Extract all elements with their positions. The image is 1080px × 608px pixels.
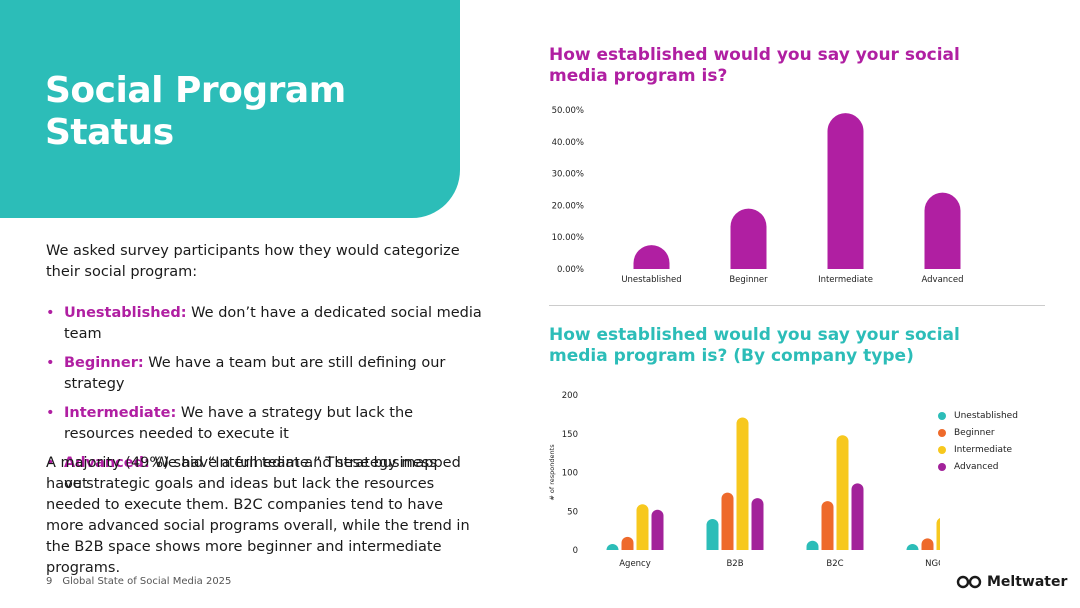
bar — [851, 483, 864, 550]
legend-swatch — [938, 445, 946, 454]
legend-item: Advanced — [938, 458, 1018, 475]
chart2-title: How established would you say your socia… — [549, 325, 960, 366]
x-tick-label: B2C — [826, 559, 843, 569]
legend-label: Intermediate — [954, 444, 1013, 455]
level-description: We have a team but are still defining ou… — [64, 355, 446, 392]
legend-label: Unestablished — [954, 410, 1018, 421]
level-label: Unestablished: — [64, 305, 187, 321]
summary-text: A majority (49%) said “Intermediate.” Th… — [46, 455, 470, 576]
bar — [736, 417, 749, 550]
chart2-by-company-type: # of respondents 0 50 100 150 200 Agency B2B B2C… — [548, 391, 940, 569]
footer-text: Global State of Social Media 2025 — [62, 576, 232, 587]
list-item: Unestablished: We don’t have a dedicated… — [46, 303, 486, 345]
bar — [836, 435, 849, 550]
bar — [936, 518, 940, 550]
legend-swatch — [938, 411, 946, 420]
legend-label: Advanced — [954, 461, 999, 472]
list-item: Intermediate: We have a strategy but lac… — [46, 403, 486, 445]
y-tick-label: 150 — [562, 430, 578, 440]
bar — [821, 501, 834, 550]
x-tick-label: B2B — [726, 559, 743, 569]
brand-name: Meltwater — [987, 574, 1068, 590]
x-tick-label: Beginner — [729, 275, 768, 285]
bar — [806, 540, 819, 550]
page-title: Social Program Status — [45, 70, 346, 153]
y-tick-label: 40.00% — [552, 138, 584, 148]
y-tick-label: 0.00% — [557, 265, 584, 275]
y-tick-label: 10.00% — [552, 233, 584, 243]
bar — [906, 544, 919, 550]
x-tick-label: Agency — [619, 559, 651, 569]
y-tick-label: 200 — [562, 391, 578, 401]
bar — [751, 498, 764, 550]
list-item: Beginner: We have a team but are still d… — [46, 353, 486, 395]
chart1-overall-status: 0.00% 10.00% 20.00% 30.00% 40.00% 50.00% Unest… — [552, 106, 964, 285]
bar — [730, 208, 767, 269]
level-description: We don’t have a dedicated social media t… — [64, 305, 482, 342]
legend-swatch — [938, 462, 946, 471]
list-item: Advanced: We have a full team and strate… — [46, 453, 486, 495]
level-label: Intermediate: — [64, 405, 177, 421]
y-tick-label: 50 — [567, 507, 578, 517]
legend-item: Unestablished — [938, 407, 1018, 424]
y-axis-title: # of respondents — [548, 444, 556, 501]
legend-swatch — [938, 428, 946, 437]
chart1-title: How established would you say your socia… — [549, 45, 960, 86]
level-definitions: Unestablished: We don’t have a dedicated… — [46, 303, 486, 503]
title-banner: Social Program Status — [0, 0, 460, 218]
legend-label: Beginner — [954, 427, 995, 438]
y-tick-label: 20.00% — [552, 201, 584, 211]
bar — [706, 519, 719, 550]
x-tick-label: Intermediate — [818, 275, 873, 285]
page-number: 9 — [46, 576, 53, 587]
brand-logo: Meltwater — [956, 574, 1067, 590]
legend-item: Beginner — [938, 424, 1018, 441]
level-description: We have a strategy but lack the resource… — [64, 405, 414, 442]
y-tick-label: 30.00% — [552, 170, 584, 180]
y-tick-label: 0 — [573, 546, 578, 556]
bar — [651, 509, 664, 550]
bar — [721, 492, 734, 550]
divider — [549, 305, 1045, 306]
bar — [606, 544, 619, 550]
bar — [924, 192, 961, 269]
bar — [621, 536, 634, 550]
level-label: Advanced: — [64, 455, 150, 471]
chart2-legend: Unestablished Beginner Intermediate Adva… — [938, 407, 1018, 475]
x-tick-label: Unestablished — [621, 275, 681, 285]
y-tick-label: 100 — [562, 469, 578, 479]
legend-item: Intermediate — [938, 441, 1018, 458]
level-label: Beginner: — [64, 355, 144, 371]
level-description: We have a full team and strategy mapped … — [64, 455, 461, 492]
meltwater-logo-icon — [956, 575, 982, 589]
footer: 9 Global State of Social Media 2025 — [46, 576, 231, 587]
x-tick-label: Advanced — [922, 275, 964, 285]
bar — [633, 245, 670, 269]
intro-text: We asked survey participants how they wo… — [46, 243, 460, 280]
bar — [636, 504, 649, 550]
x-tick-label: NGO — [925, 559, 940, 569]
y-tick-label: 50.00% — [552, 106, 584, 116]
bar — [921, 538, 934, 550]
bar — [827, 113, 864, 270]
